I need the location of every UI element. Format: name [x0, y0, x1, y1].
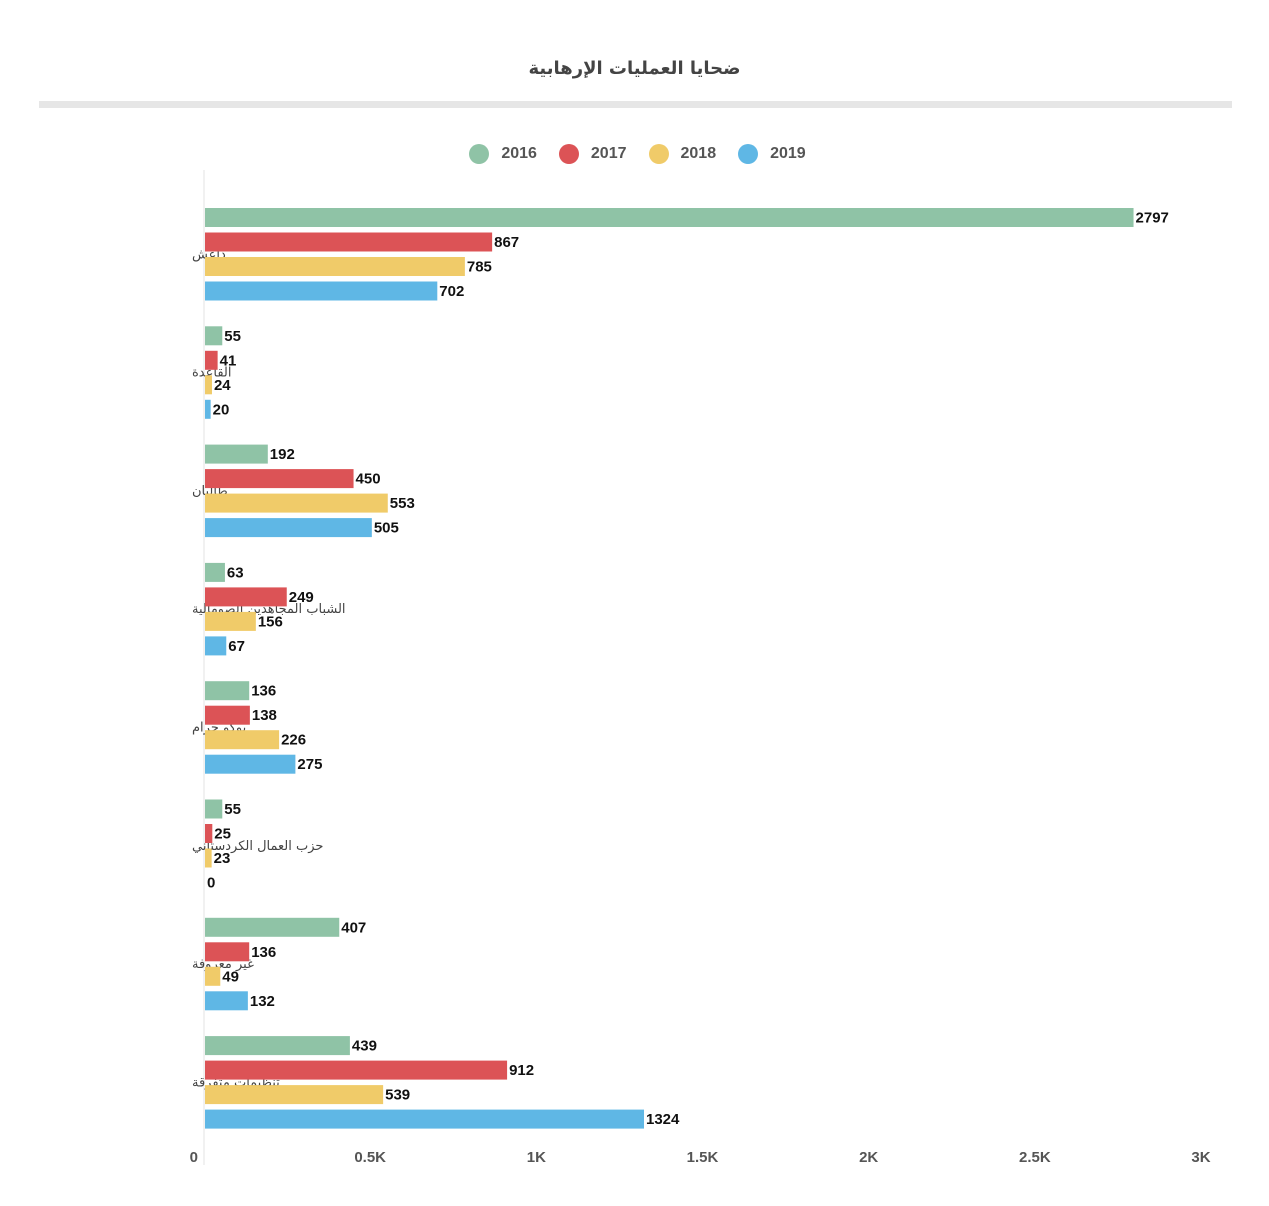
bar-2018[interactable]: [205, 611, 256, 631]
bar-2019[interactable]: [205, 518, 372, 538]
data-label: 63: [227, 564, 244, 581]
legend-label: 2019: [770, 145, 806, 162]
bar-2018[interactable]: [205, 1085, 384, 1105]
data-label: 67: [228, 638, 245, 655]
bar-2019[interactable]: [205, 281, 438, 301]
x-tick-label: 0.5K: [354, 1149, 386, 1166]
bar-2017[interactable]: [205, 587, 287, 607]
legend-label: 2016: [501, 145, 537, 162]
data-label: 20: [213, 401, 230, 418]
x-tick-label: 1K: [527, 1149, 546, 1166]
data-label: 156: [258, 613, 283, 630]
data-label: 867: [494, 234, 519, 251]
data-label: 450: [356, 471, 381, 488]
bar-2019[interactable]: [205, 636, 227, 656]
bar-2019[interactable]: [205, 1109, 645, 1129]
bar-2018[interactable]: [205, 493, 388, 513]
bar-2019[interactable]: [205, 991, 248, 1011]
data-label: 226: [281, 732, 306, 749]
bar-2017[interactable]: [205, 824, 213, 843]
data-label: 439: [352, 1038, 377, 1055]
bar-2017[interactable]: [205, 705, 250, 725]
bar-2016[interactable]: [205, 208, 1134, 227]
data-label: 702: [439, 283, 464, 300]
data-label: 912: [509, 1062, 534, 1079]
data-label: 2797: [1136, 210, 1169, 227]
bar-2019[interactable]: [205, 399, 211, 419]
bar-2017[interactable]: [205, 469, 354, 489]
data-label: 136: [251, 944, 276, 961]
data-label: 49: [222, 968, 239, 985]
bar-2017[interactable]: [205, 942, 250, 962]
data-label: 275: [297, 756, 322, 773]
bar-2016[interactable]: [205, 326, 223, 346]
bar-2017[interactable]: [205, 350, 218, 370]
x-tick-label: 1.5K: [687, 1149, 719, 1166]
data-label: 41: [220, 352, 237, 369]
legend-item-2017[interactable]: 2017: [558, 144, 627, 164]
bar-2018[interactable]: [205, 966, 221, 986]
data-label: 138: [252, 707, 277, 724]
bar-2018[interactable]: [205, 730, 280, 750]
category-label: القاعدة: [192, 366, 232, 381]
legend-swatch: [738, 144, 759, 164]
data-label: 136: [251, 683, 276, 700]
legend-swatch: [558, 144, 579, 164]
data-label: 25: [214, 826, 231, 843]
bar-2018[interactable]: [205, 257, 465, 276]
data-label: 132: [250, 993, 275, 1010]
x-tick-label: 3K: [1191, 1149, 1210, 1166]
legend-item-2016[interactable]: 2016: [469, 144, 537, 164]
bar-2017[interactable]: [205, 232, 493, 252]
data-label: 785: [467, 259, 492, 276]
data-label: 0: [207, 875, 215, 892]
legend-label: 2017: [590, 145, 627, 162]
data-label: 505: [374, 520, 399, 537]
bar-2018[interactable]: [205, 375, 212, 395]
title-divider: [39, 101, 1232, 108]
legend-swatch: [648, 144, 669, 164]
bar-2017[interactable]: [205, 1060, 508, 1080]
bar-2016[interactable]: [205, 681, 250, 701]
legend-item-2019[interactable]: 2019: [738, 144, 806, 164]
legend-item-2018[interactable]: 2018: [648, 144, 717, 164]
data-label: 192: [270, 446, 295, 463]
data-label: 24: [214, 377, 231, 394]
data-label: 553: [390, 495, 415, 512]
x-tick-label: 0: [190, 1149, 198, 1166]
x-tick-label: 2K: [859, 1149, 878, 1166]
legend: 2016 2017 2018 2019: [0, 144, 1269, 164]
data-label: 1324: [646, 1111, 680, 1128]
bar-2016[interactable]: [205, 444, 268, 464]
bar-2016[interactable]: [205, 562, 225, 582]
data-label: 55: [224, 801, 241, 818]
data-label: 55: [224, 328, 241, 345]
data-label: 23: [214, 850, 231, 867]
bar-2016[interactable]: [205, 1036, 350, 1056]
legend-swatch: [469, 144, 490, 164]
data-label: 407: [341, 919, 366, 936]
data-label: 249: [289, 589, 314, 606]
bar-2016[interactable]: [205, 917, 340, 937]
x-tick-label: 2.5K: [1019, 1149, 1051, 1166]
chart-title: ضحايا العمليات الإرهابية: [528, 58, 741, 79]
data-label: 539: [385, 1087, 410, 1104]
legend-label: 2018: [680, 145, 717, 162]
bar-2019[interactable]: [205, 754, 296, 774]
bar-2018[interactable]: [205, 848, 212, 868]
bar-2016[interactable]: [205, 799, 223, 819]
category-label: حزب العمال الكردستاني: [192, 839, 323, 854]
